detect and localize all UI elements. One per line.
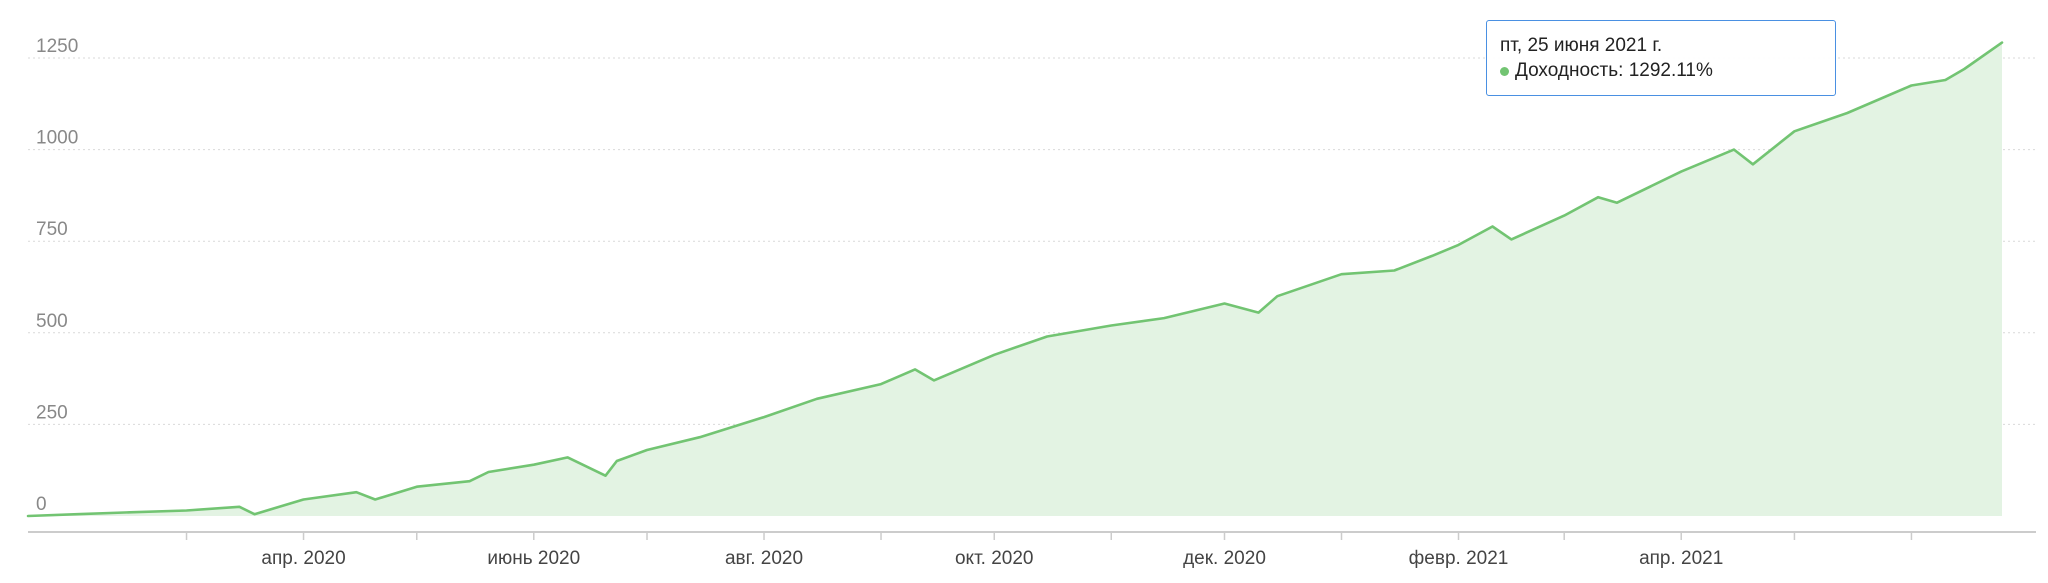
series-line xyxy=(26,41,2004,518)
y-tick-label: 1000 xyxy=(36,128,78,149)
x-tick-label: февр. 2021 xyxy=(1409,548,1509,569)
x-tick-label: июнь 2020 xyxy=(487,548,580,569)
tooltip-series-label: Доходность xyxy=(1515,60,1619,81)
y-tick-label: 750 xyxy=(36,219,68,240)
x-axis-labels: апр. 2020 июнь 2020 авг. 2020 окт. 2020 дек.… xyxy=(261,548,1723,569)
y-tick-label: 1250 xyxy=(36,36,78,57)
x-tick-label: дек. 2020 xyxy=(1183,548,1266,569)
y-tick-label: 0 xyxy=(36,494,47,515)
tooltip-series-row: Доходность: 1292.11% xyxy=(1500,60,1822,82)
series-area-fill xyxy=(28,42,2002,516)
tooltip-date: пт, 25 июня 2021 г. xyxy=(1500,35,1663,56)
x-tick-label: апр. 2020 xyxy=(261,548,345,569)
y-tick-label: 500 xyxy=(36,311,68,332)
series-color-dot xyxy=(1500,66,1509,76)
tooltip-separator: : xyxy=(1618,60,1629,81)
x-tick-label: апр. 2021 xyxy=(1639,548,1723,569)
tooltip-value: 1292.11% xyxy=(1628,60,1713,81)
y-tick-label: 250 xyxy=(36,402,68,423)
chart-tooltip: пт, 25 июня 2021 г. Доходность: 1292.11% xyxy=(1486,20,1836,96)
x-axis xyxy=(28,531,2036,540)
x-tick-label: авг. 2020 xyxy=(725,548,803,569)
x-tick-label: окт. 2020 xyxy=(955,548,1034,569)
series-area xyxy=(26,41,2004,518)
y-axis-labels: 0 250 500 750 1000 1250 xyxy=(36,36,78,515)
